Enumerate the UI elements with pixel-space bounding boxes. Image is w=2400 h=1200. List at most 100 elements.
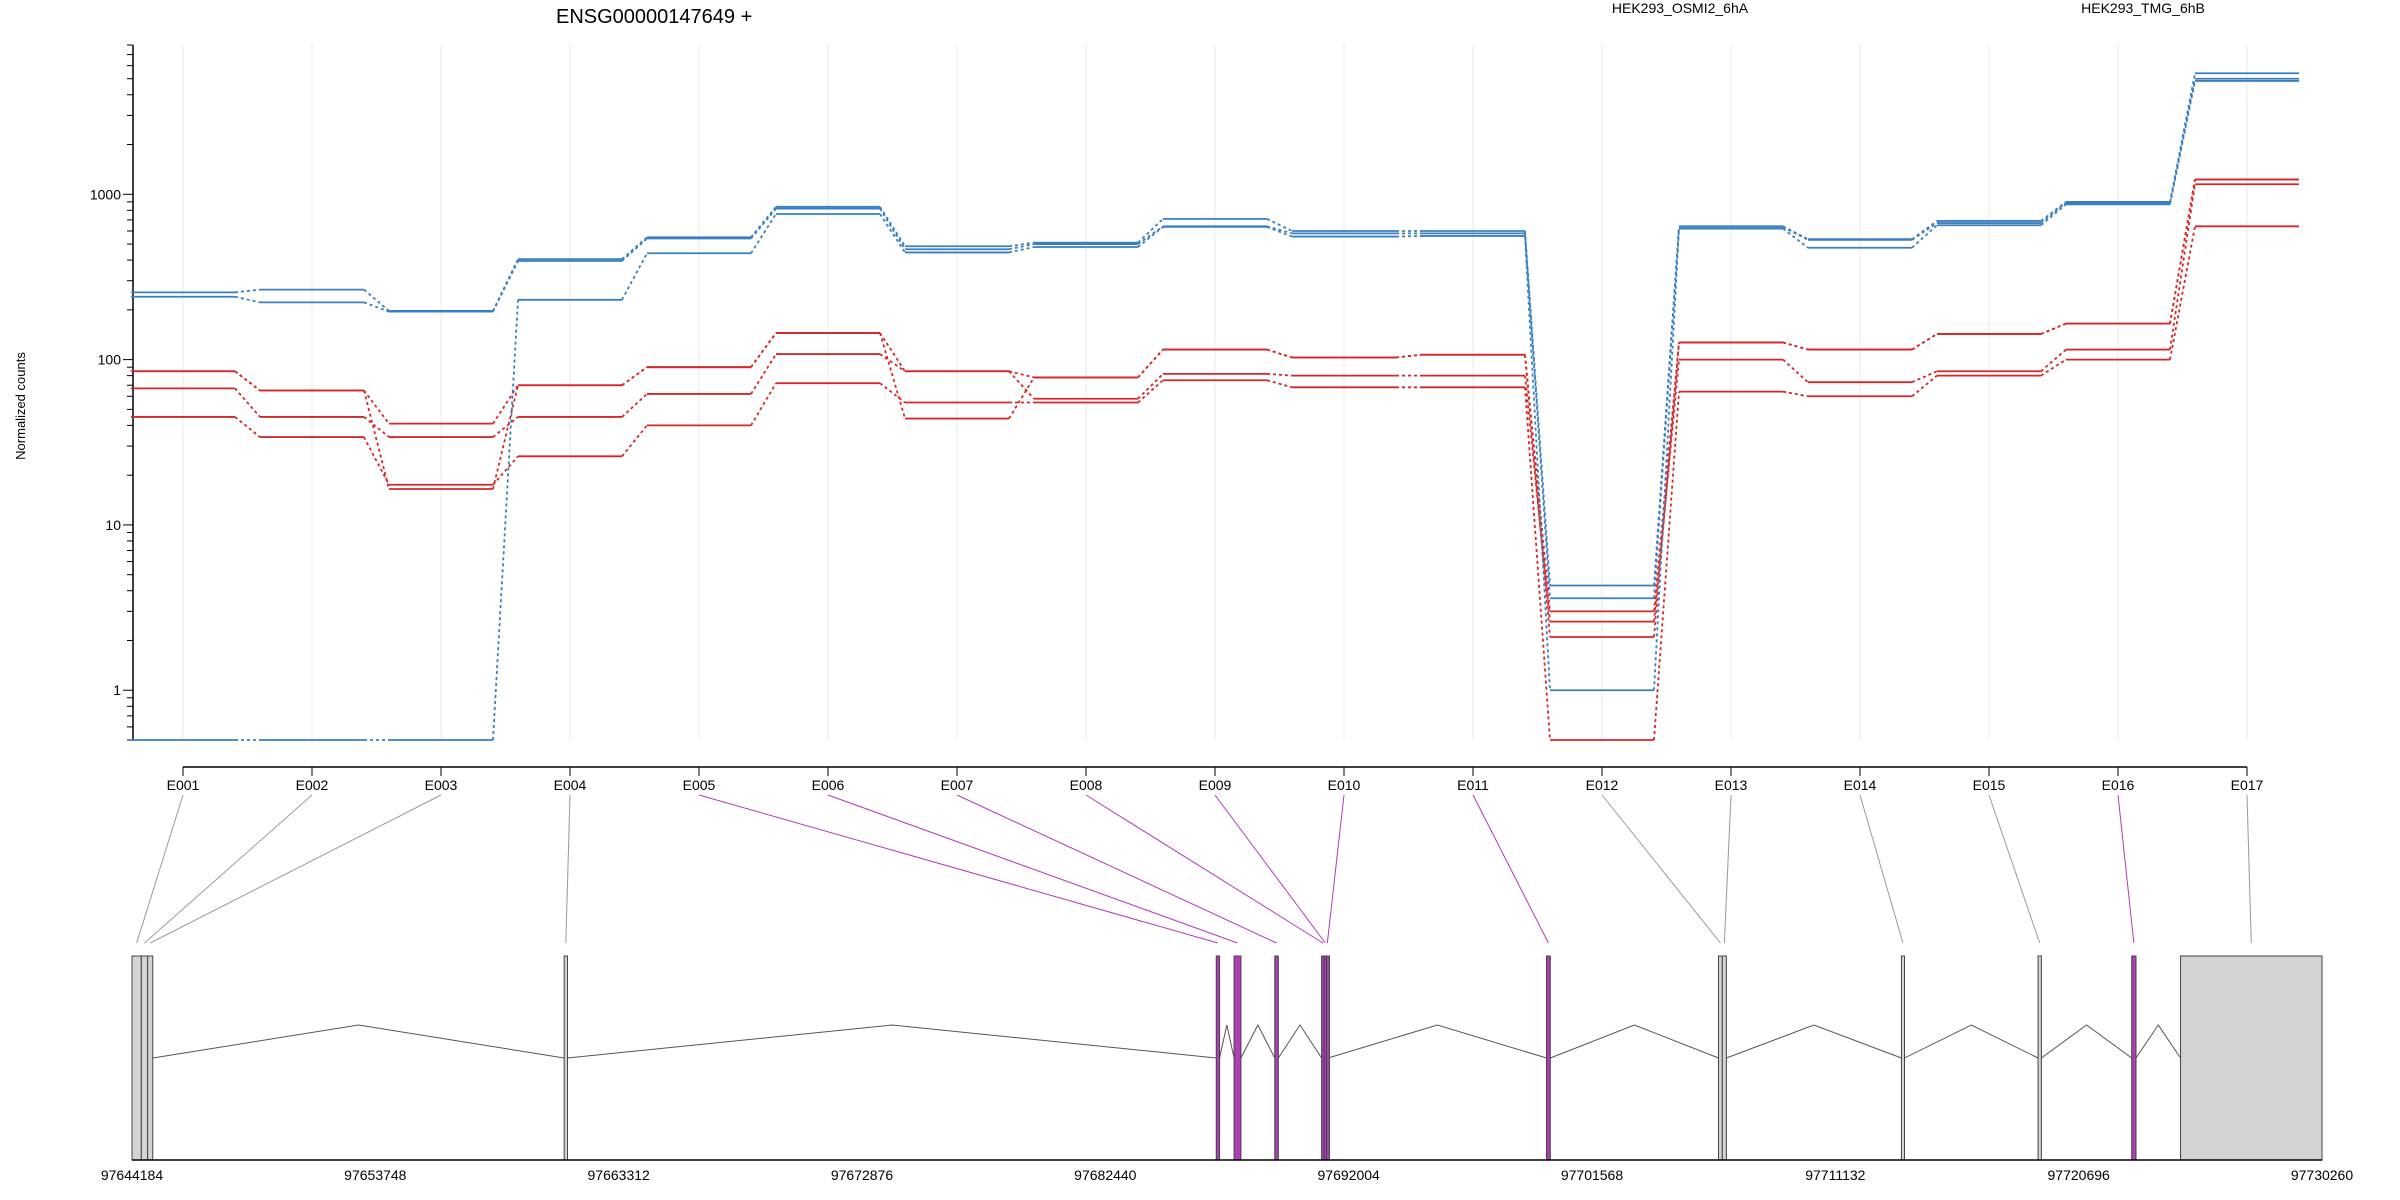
intron-line xyxy=(1904,1024,2039,1059)
connector-e013 xyxy=(1723,794,1732,944)
series-connector xyxy=(1653,342,1680,638)
series-connector xyxy=(363,389,390,425)
series-connector xyxy=(2040,358,2067,377)
series-connector xyxy=(1653,391,1680,741)
series-connector xyxy=(2169,179,2196,324)
exon-label-e013: E013 xyxy=(1715,777,1748,793)
y-axis-label: Normalized counts xyxy=(13,352,28,460)
series-connector xyxy=(1524,387,1551,741)
connector-e016 xyxy=(2117,794,2135,944)
series-connector xyxy=(1653,359,1680,622)
exon-box-e015 xyxy=(2037,955,2042,1161)
series-connector xyxy=(1911,333,1938,351)
coordinate-tick-label: 97682440 xyxy=(1074,1167,1137,1183)
exon-label-e007: E007 xyxy=(941,777,974,793)
legend-entry-osmi2: HEK293_OSMI2_6hA xyxy=(1612,0,1749,16)
series-connector xyxy=(492,416,519,438)
series-connector xyxy=(363,436,390,486)
series-connector xyxy=(1911,222,1938,241)
exon-label-e002: E002 xyxy=(296,777,329,793)
y-tick-label: 1000 xyxy=(90,186,121,202)
series-connector xyxy=(879,213,906,253)
connector-e004 xyxy=(565,794,571,944)
exon-label-e010: E010 xyxy=(1328,777,1361,793)
series-connector xyxy=(621,366,648,386)
gene-model xyxy=(131,955,2323,1161)
series-connector xyxy=(1524,375,1551,622)
series-connector xyxy=(1266,348,1293,359)
intron-line xyxy=(152,1024,565,1059)
exon-box-e004 xyxy=(563,955,568,1161)
series-connector xyxy=(1008,370,1035,379)
exon-label-e001: E001 xyxy=(167,777,200,793)
series-connector xyxy=(363,416,390,438)
series-connector xyxy=(1524,230,1551,586)
series-connector xyxy=(1008,376,1035,420)
connector-e015 xyxy=(1988,794,2041,944)
series-connector xyxy=(234,416,261,438)
vertical-gridlines xyxy=(182,45,2248,740)
intron-line xyxy=(1550,1024,1719,1059)
series-connector xyxy=(2040,201,2067,224)
exon-label-e003: E003 xyxy=(425,777,458,793)
series-connector xyxy=(363,390,390,490)
series-connector xyxy=(879,206,906,247)
connector-e008 xyxy=(1085,794,1324,944)
connector-e010 xyxy=(1326,794,1345,944)
exon-label-e011: E011 xyxy=(1457,777,1489,793)
coordinate-tick-label: 97701568 xyxy=(1561,1167,1624,1183)
coordinate-tick-label: 97720696 xyxy=(2048,1167,2111,1183)
series-connector xyxy=(234,295,261,304)
series-connector xyxy=(750,207,777,240)
series-line-3 xyxy=(131,178,2299,638)
series-connector xyxy=(1395,235,1422,238)
exon-label-e004: E004 xyxy=(554,777,587,793)
series-connector xyxy=(1137,379,1164,404)
coordinate-tick-label: 97653748 xyxy=(344,1167,407,1183)
series-connector xyxy=(234,370,261,392)
connector-e012 xyxy=(1601,794,1721,944)
series-connector xyxy=(1653,226,1680,599)
exon-box-e013 xyxy=(1721,955,1727,1161)
exon-box-e014 xyxy=(1900,955,1905,1161)
series-connector xyxy=(750,332,777,368)
series-connector xyxy=(1911,370,1938,384)
connector-e009 xyxy=(1214,794,1326,944)
series-connector xyxy=(750,213,777,254)
coordinate-tick-label: 97730260 xyxy=(2291,1167,2354,1183)
exon-box-e003 xyxy=(147,955,154,1161)
exon-label-e017: E017 xyxy=(2231,777,2264,793)
series-connector xyxy=(1266,372,1293,377)
series-connector xyxy=(621,252,648,301)
series-connector xyxy=(1137,225,1164,245)
y-tick-label: 10 xyxy=(105,517,121,533)
exon-label-e015: E015 xyxy=(1973,777,2006,793)
exon-label-e009: E009 xyxy=(1199,777,1232,793)
legend-entry-tmg: HEK293_TMG_6hB xyxy=(2081,0,2205,16)
exon-box-e011 xyxy=(1546,955,1551,1161)
series-connector xyxy=(1266,218,1293,232)
connector-e003 xyxy=(149,794,442,944)
series-connector xyxy=(1524,354,1551,638)
series-connector xyxy=(492,299,519,741)
exon-label-e006: E006 xyxy=(812,777,845,793)
exon-box-e016 xyxy=(2131,955,2137,1161)
series-line-2 xyxy=(131,225,2299,741)
chart-title: ENSG00000147649 + xyxy=(556,6,752,28)
series-connector xyxy=(1137,348,1164,379)
series-connector xyxy=(1782,227,1809,249)
genomic-coordinate-axis: 97644184 97653748 97663312 97672876 97682440… xyxy=(101,1159,2354,1183)
series-connector xyxy=(2040,201,2067,222)
series-connector xyxy=(879,332,906,419)
y-axis: 1 10 100 1000 xyxy=(90,44,134,741)
series-connector xyxy=(750,353,777,395)
series-connector xyxy=(879,208,906,250)
series-connector xyxy=(1653,228,1680,691)
connector-e011 xyxy=(1472,794,1549,944)
series-connector xyxy=(1266,379,1293,389)
series-connector xyxy=(1008,246,1035,254)
intron-line xyxy=(1328,1024,1547,1059)
series-connector xyxy=(363,301,390,313)
exon-label-e012: E012 xyxy=(1586,777,1619,793)
